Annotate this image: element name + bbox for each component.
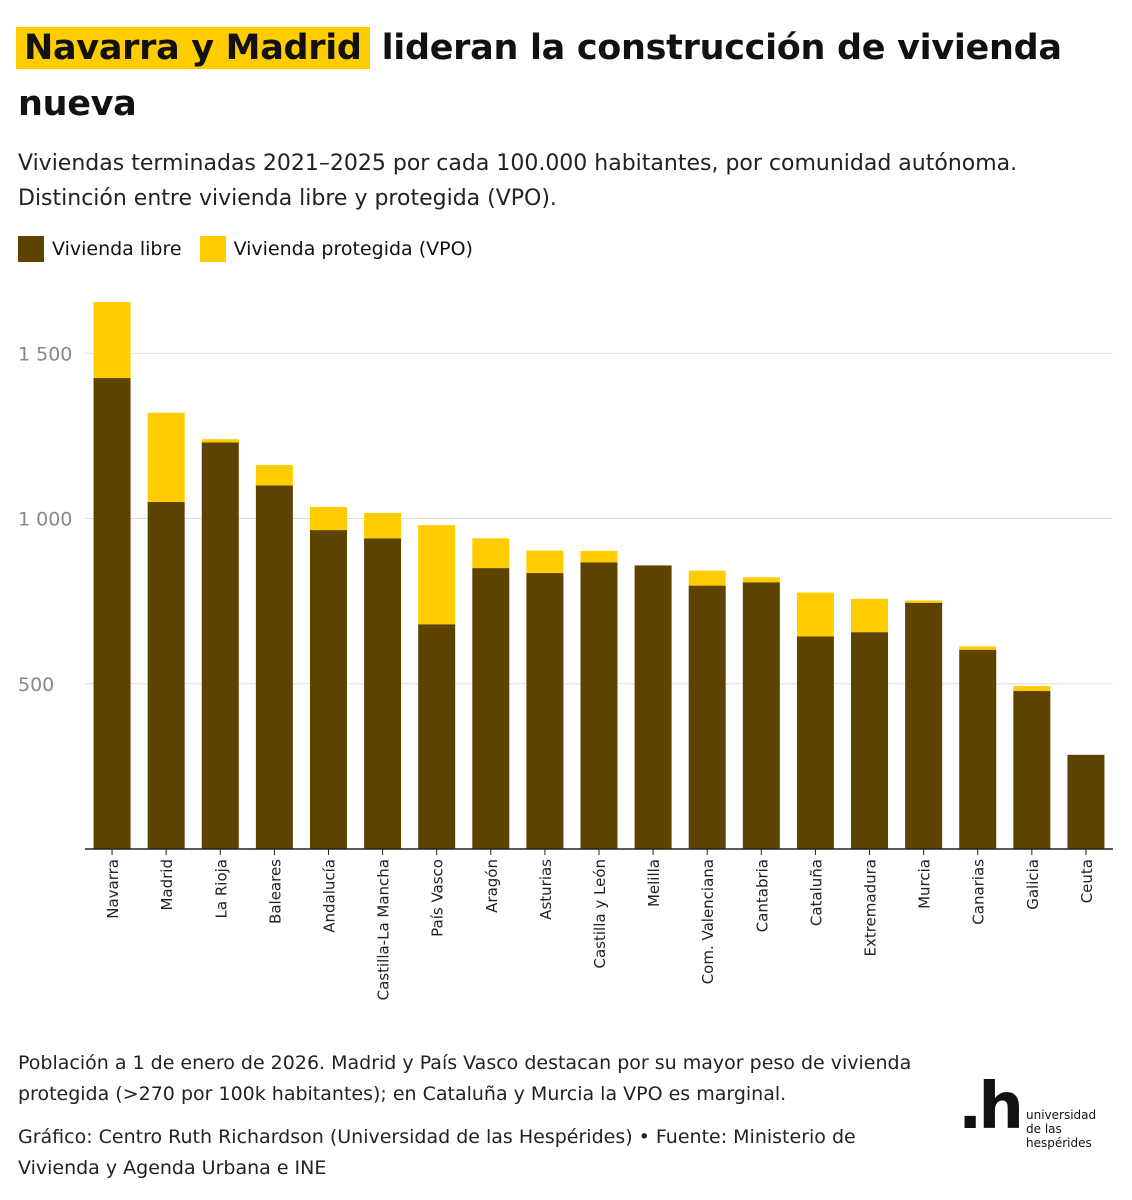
x-tick-label: Canarias	[970, 859, 988, 925]
subtitle-line-1: Viviendas terminadas 2021–2025 por cada …	[18, 151, 1018, 176]
bar-vpo	[255, 464, 293, 486]
bar-libre	[364, 538, 402, 849]
bar-libre	[905, 602, 943, 849]
legend-label-vpo: Vivienda protegida (VPO)	[233, 238, 473, 260]
bar-vpo	[742, 577, 780, 583]
x-tick-label: La Rioja	[212, 859, 230, 918]
bar-libre	[742, 582, 780, 849]
legend-swatch-libre	[18, 236, 44, 262]
bar-libre	[959, 649, 997, 849]
chart-title: Navarra y Madrid lideran la construcción…	[16, 20, 1118, 132]
x-tick-label: Murcia	[916, 859, 934, 909]
bar-vpo	[93, 302, 131, 379]
logo-text-line-1: universidad	[1026, 1108, 1097, 1122]
subtitle-line-2: Distinción entre vivienda libre y proteg…	[18, 186, 557, 211]
x-tick-label: Navarra	[104, 859, 122, 919]
bar-vpo	[959, 646, 997, 650]
x-tick-label: Cataluña	[807, 859, 825, 926]
legend: Vivienda libre Vivienda protegida (VPO)	[18, 236, 491, 262]
bar-vpo	[147, 412, 185, 502]
x-tick-label: Cantabria	[753, 859, 771, 932]
x-tick-label: Asturias	[537, 859, 555, 920]
x-tick-label: Ceuta	[1078, 859, 1096, 903]
bar-libre	[309, 530, 347, 849]
x-tick-label: Aragón	[483, 859, 501, 913]
bar-libre	[526, 573, 564, 849]
legend-item-libre: Vivienda libre	[18, 236, 182, 262]
bar-vpo	[309, 506, 347, 531]
x-tick-label: Madrid	[158, 859, 176, 911]
bar-libre	[1067, 754, 1105, 849]
university-logo: .h universidad de las hespérides	[958, 1070, 1118, 1160]
bar-vpo	[580, 550, 618, 563]
footnote: Población a 1 de enero de 2026. Madrid y…	[18, 1052, 912, 1105]
bar-vpo	[526, 550, 564, 574]
bar-libre	[472, 568, 510, 849]
logo-mark: .h	[958, 1070, 1024, 1144]
bar-vpo	[364, 512, 402, 539]
bar-vpo	[851, 598, 889, 633]
bar-libre	[418, 624, 456, 849]
bar-libre	[201, 442, 239, 849]
chart-subtitle: Viviendas terminadas 2021–2025 por cada …	[18, 146, 1118, 216]
bar-libre	[688, 585, 726, 849]
bar-vpo	[905, 600, 943, 603]
logo-text: universidad de las hespérides	[1026, 1108, 1096, 1150]
bar-libre	[580, 562, 618, 849]
bar-libre	[851, 632, 889, 849]
x-tick-label: Com. Valenciana	[699, 859, 717, 984]
source-credit: Gráfico: Centro Ruth Richardson (Univers…	[18, 1126, 856, 1179]
bar-vpo	[201, 439, 239, 443]
x-tick-label: Baleares	[266, 859, 284, 924]
legend-label-libre: Vivienda libre	[52, 238, 182, 260]
x-tick-label: Galicia	[1024, 859, 1042, 910]
x-tick-label: Castilla-La Mancha	[375, 859, 393, 1000]
title-highlight: Navarra y Madrid	[16, 27, 370, 69]
x-tick-label: País Vasco	[429, 859, 447, 937]
legend-swatch-vpo	[199, 236, 226, 262]
legend-item-vpo: Vivienda protegida (VPO)	[199, 236, 473, 262]
x-tick-label: Extremadura	[862, 859, 880, 957]
x-tick-label: Castilla y León	[591, 859, 609, 968]
bar-libre	[255, 485, 293, 849]
bar-vpo	[1013, 686, 1051, 692]
bar-libre	[1013, 691, 1051, 849]
x-tick-label: Andalucía	[320, 859, 338, 933]
bar-chart: 500 1 000 1 500 Navarra Madrid La Rioja Balear…	[18, 302, 1113, 1000]
y-tick-label: 1 500	[18, 343, 72, 365]
logo-text-line-3: hespérides	[1026, 1136, 1092, 1150]
x-tick-label: Melilla	[645, 859, 663, 907]
bar-vpo	[418, 525, 456, 625]
bar-vpo	[796, 592, 834, 637]
logo-text-line-2: de las	[1026, 1122, 1062, 1136]
bar-libre	[93, 378, 131, 849]
bar-libre	[796, 636, 834, 849]
bar-vpo	[688, 570, 726, 586]
y-tick-label: 500	[18, 674, 54, 696]
bar-vpo	[472, 538, 510, 569]
bar-libre	[634, 565, 672, 849]
title-rest: lideran la construcción de vivienda nuev…	[18, 28, 1062, 124]
bar-libre	[147, 501, 185, 849]
y-tick-label: 1 000	[18, 509, 72, 531]
